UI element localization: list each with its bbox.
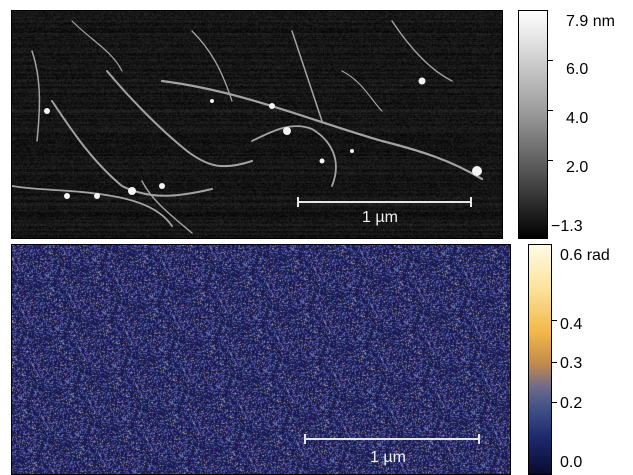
topo-colorbar-tick: 6.0 xyxy=(566,61,589,78)
phase-colorbar xyxy=(528,244,552,475)
phase-image: 1 µm xyxy=(11,244,511,475)
top-scalebar-label: 1 µm xyxy=(362,209,398,226)
topography-noise xyxy=(12,11,502,238)
phase-colorbar-tick: 0.4 xyxy=(560,316,583,333)
phase-colorbar-tick: 0.2 xyxy=(560,395,583,412)
topo-colorbar-tick: 4.0 xyxy=(566,110,589,127)
phase-colorbar-min: 0.0 xyxy=(560,454,583,471)
phase-colorbar-max: 0.6 rad xyxy=(560,247,610,264)
fibril-network xyxy=(12,20,484,234)
phase-colorbar-tick: 0.3 xyxy=(560,355,583,372)
topo-colorbar-min: −1.3 xyxy=(551,218,583,235)
phase-noise xyxy=(12,245,510,474)
topography-colorbar xyxy=(518,10,548,239)
top-scalebar xyxy=(297,197,472,207)
bottom-scalebar xyxy=(304,434,480,444)
topo-colorbar-tick: 2.0 xyxy=(566,159,589,176)
bottom-scalebar-label: 1 µm xyxy=(370,449,406,466)
topography-image: 1 µm xyxy=(11,10,503,239)
topo-colorbar-max: 7.9 nm xyxy=(566,13,615,30)
